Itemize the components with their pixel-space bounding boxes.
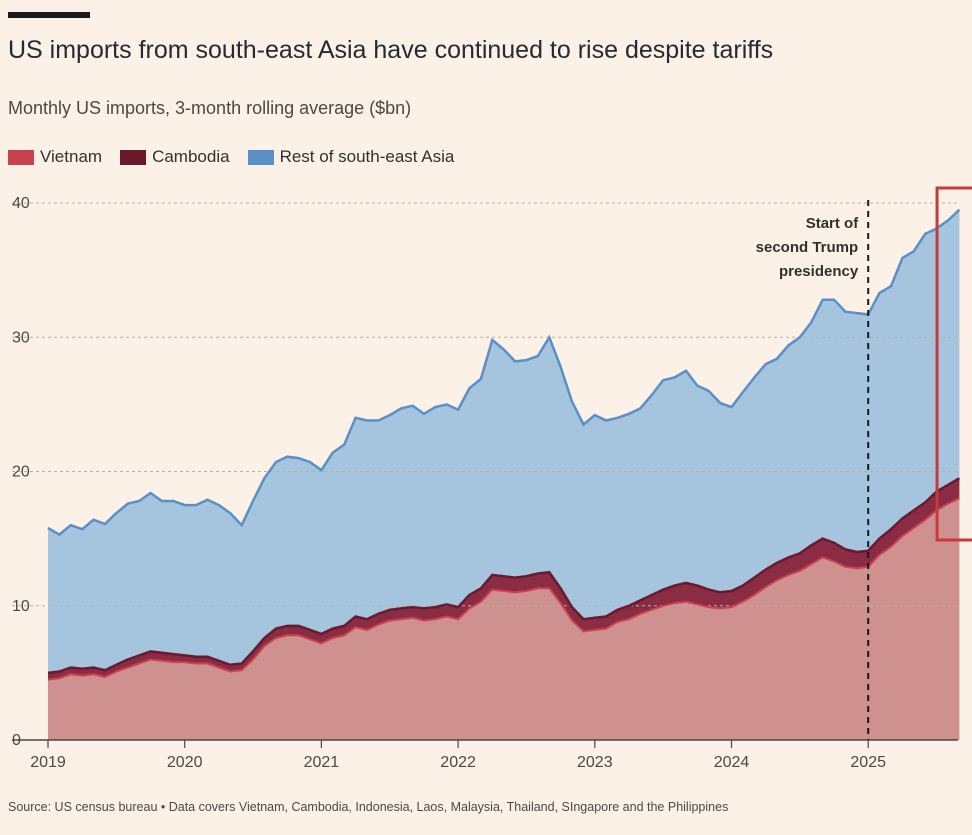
legend-swatch-cambodia bbox=[120, 149, 147, 165]
legend-swatch-vietnam bbox=[8, 149, 34, 165]
x-tick-label-2024: 2024 bbox=[714, 754, 750, 771]
y-tick-label-10: 10 bbox=[12, 598, 30, 615]
x-tick-label-2019: 2019 bbox=[30, 754, 66, 771]
x-tick-label-2022: 2022 bbox=[440, 754, 476, 771]
area-vietnam bbox=[48, 498, 960, 740]
y-tick-label-0: 0 bbox=[12, 732, 21, 749]
x-tick-label-2025: 2025 bbox=[850, 754, 886, 771]
x-tick-label-2020: 2020 bbox=[167, 754, 203, 771]
y-tick-label-20: 20 bbox=[12, 464, 30, 481]
annotation-line-1: Start of bbox=[806, 215, 860, 232]
legend-item-vietnam: Vietnam bbox=[8, 147, 102, 167]
y-tick-label-30: 30 bbox=[12, 329, 30, 346]
legend-label-cambodia: Cambodia bbox=[152, 147, 230, 166]
chart-title: US imports from south-east Asia have con… bbox=[8, 36, 774, 64]
line-total bbox=[47, 208, 961, 537]
chart-subtitle: Monthly US imports, 3-month rolling aver… bbox=[8, 98, 412, 118]
source-note: Source: US census bureau • Data covers V… bbox=[8, 800, 729, 814]
x-tick-label-2023: 2023 bbox=[577, 754, 613, 771]
x-tick-label-2021: 2021 bbox=[304, 754, 340, 771]
legend: Vietnam Cambodia Rest of south-east Asia bbox=[8, 147, 472, 167]
highlight-box bbox=[935, 186, 972, 542]
annotation-line-3: presidency bbox=[779, 263, 859, 280]
annotation-line-2: second Trump bbox=[756, 239, 859, 256]
legend-swatch-rest bbox=[247, 149, 274, 165]
legend-item-cambodia: Cambodia bbox=[120, 147, 230, 167]
area-rest-of-south-east-asia bbox=[48, 209, 960, 673]
line-cambodia bbox=[47, 477, 961, 675]
line-vietnam bbox=[47, 497, 960, 681]
legend-label-rest: Rest of south-east Asia bbox=[279, 147, 455, 166]
legend-item-rest: Rest of south-east Asia bbox=[247, 147, 455, 167]
y-tick-label-40: 40 bbox=[12, 195, 30, 212]
brand-bar bbox=[8, 12, 90, 18]
legend-label-vietnam: Vietnam bbox=[40, 147, 103, 166]
